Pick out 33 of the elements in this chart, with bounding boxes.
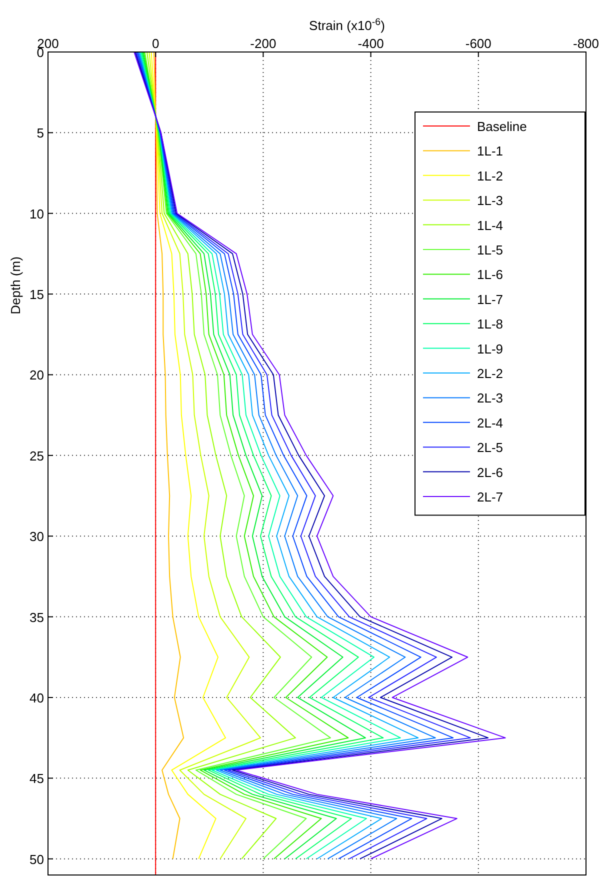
y-axis-title: Depth (m) bbox=[8, 256, 23, 314]
legend-label: 2L-4 bbox=[477, 415, 504, 430]
legend-label: 1L-6 bbox=[477, 267, 504, 282]
x-axis-title: Strain (x10$^{-6}$) bbox=[309, 16, 385, 33]
legend-label: 2L-3 bbox=[477, 390, 504, 406]
x-tick-label: -800 bbox=[572, 36, 600, 51]
legend-label: 2L-5 bbox=[477, 440, 504, 456]
legend-label: 2L-7 bbox=[477, 490, 504, 504]
y-tick-label: 45 bbox=[30, 771, 44, 786]
y-tick-label: 15 bbox=[30, 287, 44, 302]
x-tick-label: 0 bbox=[152, 36, 160, 51]
y-tick-label: 25 bbox=[30, 448, 44, 464]
x-tick-label: -600 bbox=[465, 36, 492, 51]
legend-label: 2L-2 bbox=[477, 366, 504, 381]
legend-label: 1L-3 bbox=[477, 193, 504, 208]
x-tick-label: -200 bbox=[250, 36, 276, 51]
legend-label: 1L-2 bbox=[477, 168, 504, 184]
y-tick-label: 30 bbox=[30, 529, 44, 544]
y-tick-label: 50 bbox=[30, 852, 44, 867]
y-tick-label: 40 bbox=[30, 690, 44, 706]
legend-label: 1L-7 bbox=[477, 292, 504, 307]
legend-label: 2L-6 bbox=[477, 464, 504, 480]
x-tick-label: -400 bbox=[358, 36, 384, 51]
legend-label: 1L-8 bbox=[477, 316, 504, 332]
legend-label: 1L-1 bbox=[477, 144, 504, 159]
y-tick-label: 20 bbox=[30, 368, 44, 383]
legend-label: 1L-9 bbox=[477, 341, 504, 356]
y-tick-label: 5 bbox=[36, 126, 44, 141]
legend-label: Baseline bbox=[477, 119, 527, 134]
legend-label: 1L-5 bbox=[477, 242, 504, 258]
y-tick-label: 35 bbox=[30, 610, 44, 625]
legend-label: 1L-4 bbox=[477, 218, 504, 233]
y-tick-label: 10 bbox=[30, 206, 44, 222]
